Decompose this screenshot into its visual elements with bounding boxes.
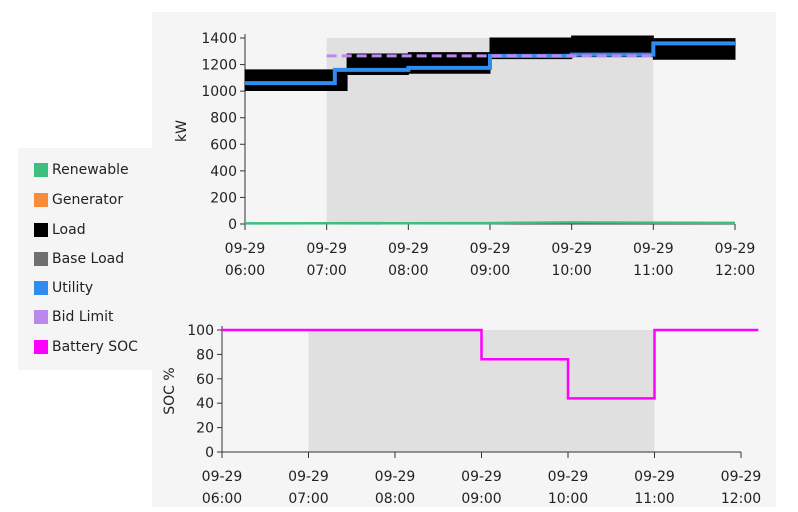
legend-swatch (34, 223, 48, 237)
x-tick-label-date: 09-29 (548, 469, 589, 485)
x-tick-label-time: 07:00 (306, 263, 346, 279)
y-axis-label: kW (174, 120, 190, 142)
x-tick-label-date: 09-29 (715, 241, 756, 257)
y-tick-label: 40 (196, 396, 214, 412)
legend-label: Generator (52, 192, 124, 208)
x-tick-label-time: 10:00 (548, 491, 588, 507)
x-tick-label-time: 07:00 (288, 491, 328, 507)
x-tick-label-date: 09-29 (470, 241, 511, 257)
y-tick-label: 100 (187, 323, 214, 339)
y-tick-label: 1000 (201, 84, 237, 100)
x-tick-label-time: 12:00 (721, 491, 761, 507)
legend-swatch (34, 252, 48, 266)
chart-2: 0 20 40 60 80 100 09-29 06:00 09-29 07:00 09-29 08:… (162, 323, 761, 507)
legend-swatch (34, 310, 48, 324)
legend-item-load[interactable]: Load (34, 222, 86, 238)
x-tick-label-time: 09:00 (461, 491, 501, 507)
legend-label: Load (52, 222, 86, 238)
series-battery-soc-line (222, 328, 759, 400)
chart-1: 0 200 400 600 800 1000 1200 1400 09-29 06:00 09-29… (174, 31, 755, 279)
legend-swatch (34, 340, 48, 354)
x-tick-label-time: 08:00 (388, 263, 428, 279)
y-tick-label: 20 (196, 421, 214, 437)
x-tick-label-time: 09:00 (470, 263, 510, 279)
x-tick-label-date: 09-29 (375, 469, 416, 485)
legend-item-base-load[interactable]: Base Load (34, 251, 124, 267)
x-tick-label-time: 10:00 (551, 263, 591, 279)
y-tick-label: 600 (210, 137, 237, 153)
series-renewable-line (244, 221, 736, 225)
x-tick-label-date: 09-29 (288, 469, 329, 485)
x-tick-label-date: 09-29 (634, 469, 675, 485)
legend-label: Utility (52, 280, 94, 296)
legend-label: Renewable (52, 162, 129, 178)
y-tick-label: 1400 (201, 31, 237, 47)
legend: Renewable Generator Load Base Load Utility Bi… (18, 148, 153, 370)
legend-item-generator[interactable]: Generator (34, 192, 123, 208)
y-tick-label: 1200 (201, 58, 237, 74)
x-tick-label-time: 06:00 (202, 491, 242, 507)
x-tick-label-time: 08:00 (375, 491, 415, 507)
x-tick-label-date: 09-29 (306, 241, 347, 257)
legend-swatch (34, 193, 48, 207)
x-tick-label-date: 09-29 (633, 241, 674, 257)
legend-label: Bid Limit (52, 309, 114, 325)
x-tick-label-time: 11:00 (634, 491, 674, 507)
x-tick-label-date: 09-29 (551, 241, 592, 257)
x-tick-label-date: 09-29 (202, 469, 243, 485)
y-tick-label: 80 (196, 347, 214, 363)
y-tick-label: 0 (205, 445, 214, 461)
x-tick-label-time: 12:00 (715, 263, 755, 279)
x-tick-label-date: 09-29 (721, 469, 762, 485)
x-tick-label-date: 09-29 (225, 241, 266, 257)
x-tick-label-date: 09-29 (388, 241, 429, 257)
legend-item-utility[interactable]: Utility (34, 280, 93, 296)
legend-item-bid-limit[interactable]: Bid Limit (34, 309, 114, 325)
y-tick-label: 800 (210, 111, 237, 127)
y-tick-label: 200 (210, 190, 237, 206)
legend-label: Battery SOC (52, 339, 138, 355)
x-tick-label-date: 09-29 (461, 469, 502, 485)
x-tick-label-time: 06:00 (225, 263, 265, 279)
legend-item-battery-soc[interactable]: Battery SOC (34, 339, 138, 355)
legend-swatch (34, 281, 48, 295)
x-tick-label-time: 11:00 (633, 263, 673, 279)
y-tick-label: 0 (228, 217, 237, 233)
y-axis-label: SOC % (162, 367, 178, 414)
y-tick-label: 60 (196, 372, 214, 388)
legend-label: Base Load (52, 251, 125, 267)
legend-item-renewable[interactable]: Renewable (34, 162, 129, 178)
series-utility-line (245, 41, 735, 86)
y-tick-label: 400 (210, 164, 237, 180)
legend-swatch (34, 163, 48, 177)
